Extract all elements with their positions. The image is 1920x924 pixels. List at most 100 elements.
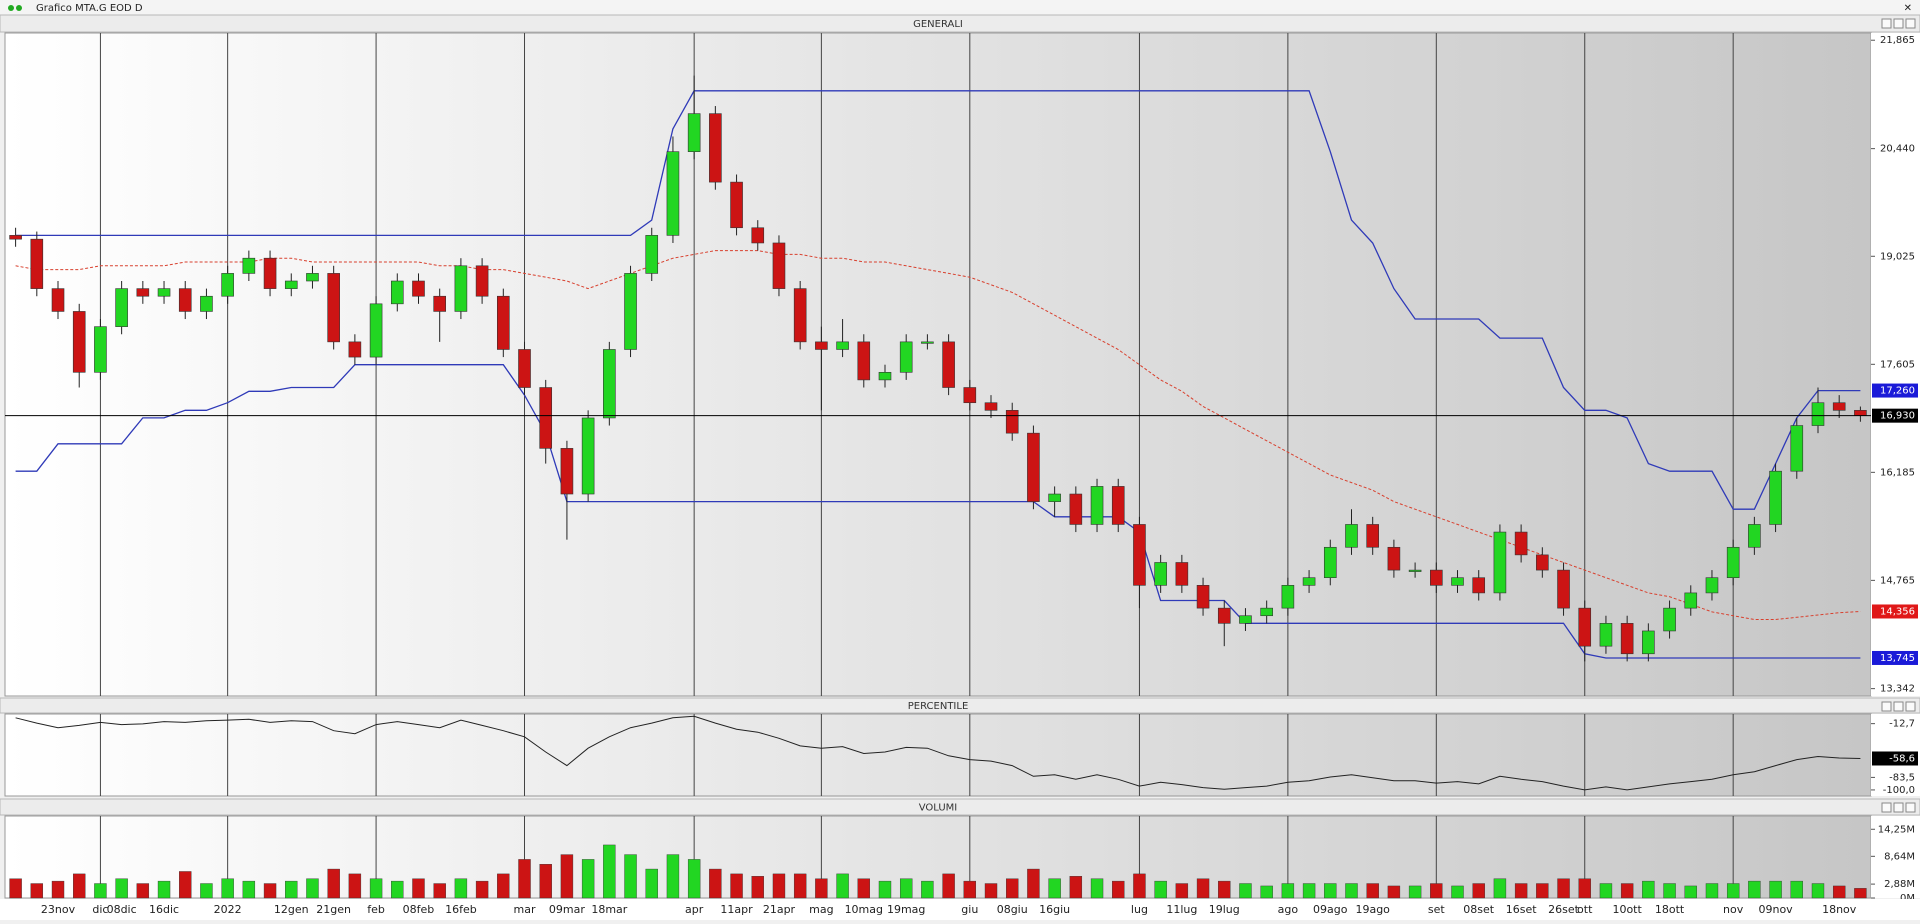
- x-tick-label: 18mar: [591, 903, 627, 916]
- candle-body: [1663, 607, 1676, 632]
- candle-body: [1302, 577, 1316, 586]
- candle-body: [94, 326, 107, 373]
- candle-body: [963, 387, 977, 404]
- candle-body: [518, 349, 531, 388]
- candle-body: [1430, 569, 1443, 586]
- x-tick-label: 18ott: [1655, 903, 1685, 916]
- percentile-line: [15, 715, 1861, 791]
- candle-body: [1832, 402, 1846, 411]
- volume-bar: [815, 878, 828, 899]
- x-tick-label: mar: [514, 903, 536, 916]
- candle-body: [369, 303, 383, 358]
- y-tick-label: 14,765: [1880, 575, 1915, 586]
- candle-body: [1790, 425, 1804, 472]
- x-tick-label: 16set: [1506, 903, 1537, 916]
- candle-body: [1048, 493, 1061, 502]
- panel-title: GENERALI: [913, 19, 963, 30]
- volume-bar: [1302, 883, 1316, 899]
- close-button[interactable]: ✕: [1904, 3, 1912, 14]
- candle-body: [984, 402, 998, 411]
- volume-bar: [1027, 868, 1040, 899]
- volume-bar: [1006, 878, 1019, 899]
- volume-bar: [242, 880, 256, 899]
- x-tick-label: 12gen: [274, 903, 309, 916]
- value-marker-label: 16,930: [1880, 411, 1915, 422]
- candle-body: [1599, 623, 1613, 647]
- axis-area: [1871, 816, 1920, 898]
- volume-bar: [327, 868, 340, 899]
- x-tick-label: 16giu: [1039, 903, 1070, 916]
- volume-bar: [1769, 880, 1782, 899]
- volume-bar: [1705, 883, 1719, 899]
- candle-body: [709, 113, 722, 183]
- candle-body: [687, 113, 701, 152]
- candle-body: [1408, 569, 1422, 572]
- candle-body: [1005, 410, 1019, 434]
- x-tick-label: ott: [1577, 903, 1593, 916]
- candle-body: [178, 288, 192, 312]
- volume-bar: [518, 859, 531, 899]
- volume-bar: [1663, 883, 1676, 899]
- volume-bar: [793, 873, 807, 899]
- candle-body: [1069, 493, 1083, 525]
- x-tick-label: 08set: [1463, 903, 1494, 916]
- panel-title: VOLUMI: [919, 803, 958, 814]
- candle-body: [878, 371, 892, 381]
- candle-body: [433, 295, 446, 312]
- candle-body: [412, 280, 425, 297]
- x-tick-label: 09ago: [1313, 903, 1348, 916]
- value-marker: [1872, 751, 1918, 766]
- candle-body: [1111, 486, 1125, 525]
- candle-body: [1345, 524, 1358, 548]
- volume-bar: [1430, 883, 1443, 899]
- volume-bar: [1832, 885, 1846, 899]
- volume-bar: [1366, 883, 1379, 899]
- candle-body: [1027, 432, 1040, 502]
- volume-bar: [857, 878, 870, 899]
- volume-bar: [1642, 880, 1655, 899]
- panel-header: [0, 798, 1920, 816]
- candle-body: [603, 349, 616, 419]
- volume-bar: [1536, 883, 1549, 899]
- candle-body: [1387, 546, 1401, 571]
- candle-body: [1472, 577, 1486, 594]
- panel-button: [1893, 18, 1904, 29]
- volume-bar: [645, 868, 658, 899]
- volume-bar: [1281, 883, 1295, 899]
- y-tick-label: 8,64M: [1884, 851, 1915, 862]
- x-tick-label: 26set: [1548, 903, 1579, 916]
- volume-bar: [1196, 878, 1210, 899]
- x-tick-label: 11lug: [1166, 903, 1197, 916]
- y-tick-label: 13,342: [1880, 684, 1915, 695]
- value-marker: [1872, 383, 1918, 398]
- candle-body: [263, 257, 277, 289]
- x-tick-label: 19lug: [1209, 903, 1240, 916]
- candle-body: [1642, 630, 1655, 655]
- volume-bar: [1048, 878, 1061, 899]
- volume-bar: [391, 880, 404, 899]
- candle-body: [899, 341, 913, 373]
- candle-body: [1239, 615, 1252, 624]
- volume-bar: [1345, 883, 1358, 899]
- volume-bar: [878, 880, 892, 899]
- candle-body: [242, 257, 256, 274]
- candle-body: [1133, 524, 1146, 586]
- candle-body: [327, 273, 340, 343]
- y-tick-label: 16,185: [1880, 467, 1915, 478]
- y-tick-label: 14,25M: [1878, 824, 1915, 835]
- volume-bar: [9, 878, 22, 899]
- panel-button: [1905, 18, 1916, 29]
- candle-body: [1196, 585, 1210, 609]
- volume-bar: [179, 871, 192, 899]
- candle-body: [1620, 623, 1634, 655]
- volume-bar: [94, 883, 107, 899]
- volume-bar: [115, 878, 128, 899]
- volume-bar: [1133, 873, 1146, 899]
- value-marker: [1872, 604, 1918, 619]
- volume-bar: [772, 873, 786, 899]
- volume-bar: [1684, 885, 1697, 899]
- panel-button: [1881, 701, 1892, 712]
- x-axis-band: [0, 899, 1920, 920]
- value-marker: [1872, 408, 1918, 423]
- candle-body: [475, 265, 489, 297]
